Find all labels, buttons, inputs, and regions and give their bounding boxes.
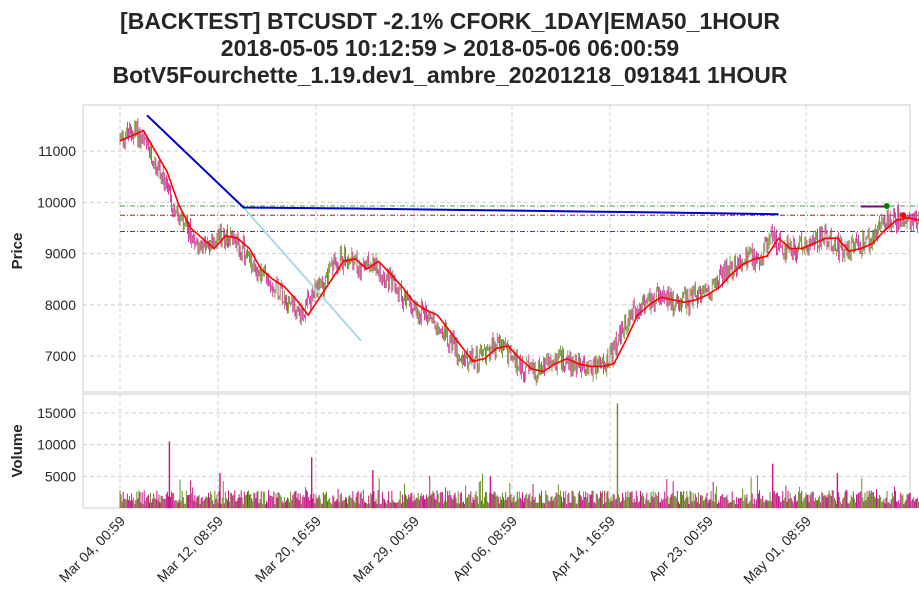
volume-panel: 5000 10000 15000 Volume bbox=[9, 393, 919, 509]
price-tick-label: 10000 bbox=[37, 194, 76, 210]
chart-title-line3: BotV5Fourchette_1.19.dev1_ambre_20201218… bbox=[112, 62, 788, 88]
chart-title-line1: [BACKTEST] BTCUSDT -2.1% CFORK_1DAY|EMA5… bbox=[120, 8, 780, 34]
x-tick-label: Apr 23, 00:59 bbox=[645, 513, 716, 584]
price-y-ticks: 7000 8000 9000 10000 11000 bbox=[37, 143, 76, 364]
price-tick-label: 7000 bbox=[45, 348, 76, 364]
lightblue-trend-line bbox=[242, 206, 362, 342]
ema-line bbox=[119, 129, 919, 373]
volume-axis-label: Volume bbox=[9, 424, 26, 477]
green-marker bbox=[883, 202, 890, 209]
volume-tick-label: 5000 bbox=[45, 468, 76, 484]
x-tick-label: Mar 20, 16:59 bbox=[252, 513, 325, 586]
volume-bars bbox=[119, 403, 919, 508]
price-tick-label: 9000 bbox=[45, 246, 76, 262]
volume-tick-label: 15000 bbox=[37, 405, 76, 421]
x-tick-label: Apr 06, 08:59 bbox=[449, 513, 520, 584]
blue-trailing-line bbox=[146, 114, 779, 216]
indicator-lines bbox=[119, 114, 919, 373]
red-marker bbox=[900, 212, 907, 219]
x-tick-label: Mar 12, 08:59 bbox=[154, 513, 227, 586]
x-tick-label: Mar 29, 00:59 bbox=[350, 513, 423, 586]
chart-title-line2: 2018-05-05 10:12:59 > 2018-05-06 06:00:5… bbox=[220, 35, 680, 61]
x-tick-label: Apr 14, 16:59 bbox=[547, 513, 618, 584]
x-tick-label: Mar 04, 00:59 bbox=[56, 513, 129, 586]
price-axis-label: Price bbox=[9, 233, 26, 270]
volume-tick-label: 10000 bbox=[37, 437, 76, 453]
volume-y-ticks: 5000 10000 15000 bbox=[37, 405, 76, 484]
price-tick-label: 8000 bbox=[45, 297, 76, 313]
price-tick-label: 11000 bbox=[38, 143, 76, 159]
level-lines bbox=[120, 205, 919, 232]
x-axis-ticks: Mar 04, 00:59 Mar 12, 08:59 Mar 20, 16:59 M… bbox=[56, 513, 815, 587]
x-tick-label: May 01, 08:59 bbox=[740, 513, 814, 587]
candlesticks bbox=[119, 117, 919, 386]
price-panel: 7000 8000 9000 10000 11000 Price bbox=[9, 104, 919, 393]
